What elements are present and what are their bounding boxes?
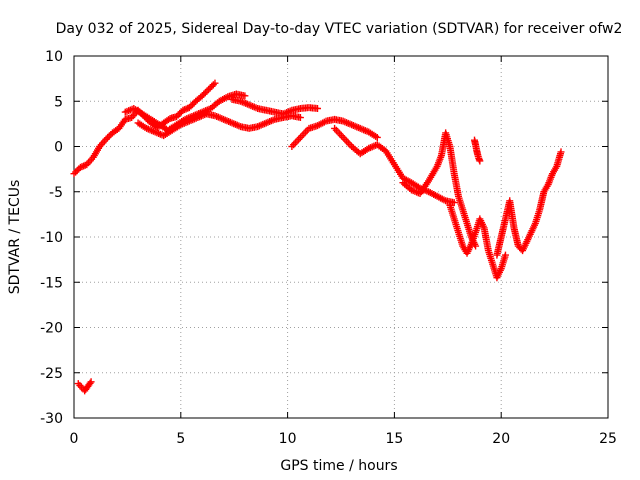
y-tick-label: 5 [54,94,63,110]
data-point [501,251,509,259]
y-tick-label: -10 [40,230,63,246]
y-axis-label: SDTVAR / TECUs [7,180,23,295]
data-points [70,79,565,395]
data-point [104,134,112,142]
data-point [450,199,458,207]
y-tick-label: -5 [49,185,63,201]
data-point [211,79,219,87]
data-point [173,113,181,121]
y-tick-label: -20 [40,321,63,337]
y-axis-tick-labels: -30 -25 -20 -15 -10 -5 0 5 10 [40,49,63,427]
data-point [206,84,214,92]
data-point [72,168,80,176]
chart-title: Day 032 of 2025, Sidereal Day-to-day VTE… [56,21,623,37]
y-tick-label: -30 [40,411,63,427]
x-tick-label: 15 [385,431,403,447]
x-tick-label: 0 [70,431,79,447]
data-point [198,92,206,100]
data-point [73,166,81,174]
x-tick-label: 20 [492,431,510,447]
data-point [373,133,381,141]
data-point [203,87,211,95]
data-point [176,109,184,117]
data-point [105,132,113,140]
data-point [86,379,94,387]
data-point [205,85,213,93]
data-point [185,104,193,112]
data-point [70,170,78,178]
data-point [296,114,304,122]
data-point [87,378,95,386]
data-point [557,148,565,156]
data-point [209,81,217,89]
data-point [201,89,209,97]
y-tick-label: -25 [40,366,63,382]
data-point [200,90,208,98]
data-point [102,135,110,143]
data-point [314,104,322,112]
axis-ticks [73,55,609,419]
x-axis-tick-labels: 0 5 10 15 20 25 [70,431,617,447]
x-tick-label: 5 [176,431,185,447]
y-tick-label: -15 [40,275,63,291]
data-point [187,102,195,110]
data-point [476,157,484,165]
x-axis-label: GPS time / hours [280,458,397,474]
data-point [208,82,216,90]
x-tick-label: 10 [279,431,297,447]
data-point [189,100,197,108]
y-tick-label: 0 [54,140,63,156]
data-point [174,111,182,119]
data-point [165,116,173,124]
data-point [241,92,249,100]
x-tick-label: 25 [599,431,617,447]
y-tick-label: 10 [45,49,63,65]
